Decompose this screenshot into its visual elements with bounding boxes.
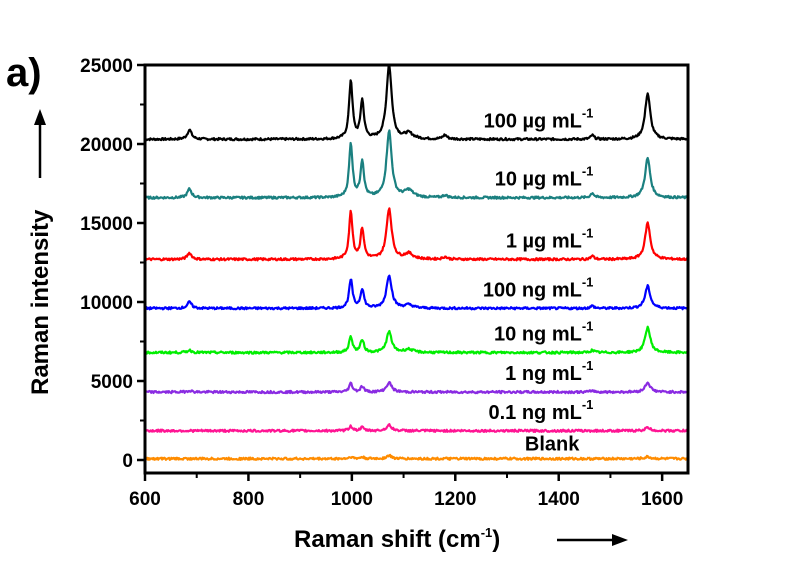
series-label-5: 1 ng mL-1	[505, 358, 593, 385]
panel-label: a)	[6, 51, 42, 95]
series-label-2: 1 µg mL-1	[506, 225, 594, 252]
y-tick-label: 15000	[80, 214, 133, 235]
series-line-5	[144, 380, 689, 395]
y-tick-label: 5000	[91, 372, 133, 393]
series-label-3: 100 ng mL-1	[483, 274, 593, 301]
series-line-7	[144, 453, 689, 461]
series-labels: 100 µg mL-1 10 µg mL-1 1 µg mL-1 100 ng mL-…	[483, 105, 593, 455]
series-group	[143, 64, 689, 461]
y-tick-label: 25000	[80, 56, 133, 77]
series-line-0	[144, 64, 689, 142]
x-axis-title: Raman shift (cm-1)	[294, 525, 500, 553]
y-axis-title: Raman intensity	[27, 209, 54, 395]
y-axis-arrow-icon	[34, 109, 46, 178]
x-axis-arrow-icon	[557, 534, 628, 546]
series-label-0: 100 µg mL-1	[484, 105, 594, 132]
series-line-4	[143, 325, 689, 355]
x-tick-label: 1400	[538, 489, 580, 510]
series-line-2	[144, 207, 689, 262]
series-label-7: Blank	[525, 434, 580, 456]
x-axis: 600 800 1000 1200 1400 1600	[129, 473, 683, 510]
x-tick-label: 800	[233, 489, 265, 510]
series-label-4: 10 ng mL-1	[494, 319, 593, 346]
plot-frame	[143, 63, 690, 475]
x-tick-label: 1600	[641, 489, 683, 510]
series-line-3	[144, 274, 689, 311]
x-tick-label: 600	[129, 489, 161, 510]
y-tick-label: 20000	[80, 135, 133, 156]
x-tick-label: 1200	[434, 489, 476, 510]
y-tick-label: 10000	[80, 293, 133, 314]
series-label-6: 0.1 ng mL-1	[488, 397, 593, 424]
series-label-1: 10 µg mL-1	[495, 164, 594, 191]
x-tick-label: 1000	[331, 489, 373, 510]
y-axis: 0 5000 10000 15000 20000 25000	[80, 56, 145, 472]
series-line-6	[144, 423, 689, 433]
series-line-1	[144, 129, 689, 200]
y-tick-label: 0	[122, 451, 133, 472]
